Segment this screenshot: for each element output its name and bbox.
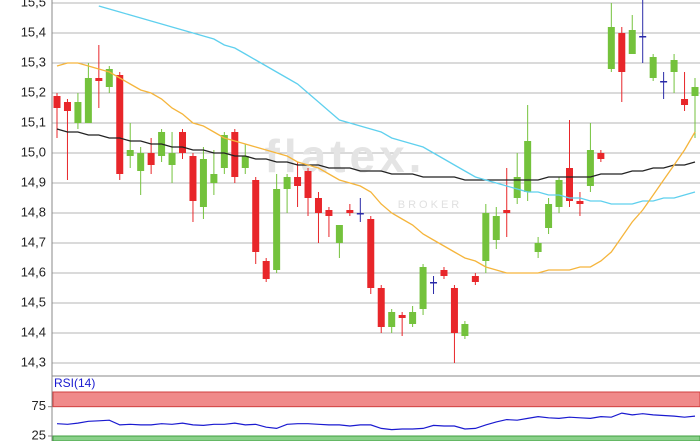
y-tick-label: 15,5 [21, 0, 46, 9]
candle-body [346, 210, 354, 213]
candle-body [545, 204, 553, 228]
candle-body [283, 177, 291, 189]
candle-body [419, 267, 427, 309]
candle-body [231, 132, 239, 177]
y-tick-label: 14,9 [21, 174, 46, 189]
candle-body [74, 102, 82, 123]
candle-body [252, 180, 260, 252]
y-tick-label: 15,2 [21, 84, 46, 99]
candle-body [450, 288, 458, 333]
candle-body [628, 30, 636, 54]
y-tick-label: 14,4 [21, 324, 46, 339]
candle-body [294, 177, 302, 186]
candle-body [84, 78, 92, 123]
candle-body [388, 312, 396, 327]
candle-body [179, 132, 187, 153]
watermark-sub: BROKER [398, 199, 462, 211]
candle-body [262, 261, 270, 279]
moving-average [98, 5, 696, 205]
y-tick-label: 15,0 [21, 144, 46, 159]
y-tick-label: 14,6 [21, 264, 46, 279]
candle-body [335, 225, 343, 243]
y-tick-label: 14,3 [21, 354, 46, 369]
candle-body [147, 153, 155, 165]
candle-body [116, 75, 124, 174]
y-tick-label: 15,1 [21, 114, 46, 129]
candle-body [304, 171, 312, 198]
candle-body [398, 315, 406, 318]
candle-body [503, 210, 511, 213]
candle-body [189, 156, 197, 201]
y-tick-label: 15,3 [21, 54, 46, 69]
candle-body [586, 150, 594, 186]
candle-body [565, 168, 573, 201]
candle-body [618, 33, 626, 72]
candle-body [597, 153, 605, 159]
candle-body [607, 27, 615, 69]
candle-body [440, 270, 448, 276]
y-tick-label: 15,4 [21, 24, 46, 39]
candle-body [241, 156, 249, 168]
candle-body [95, 78, 103, 81]
rsi-label: RSI(14) [54, 376, 95, 390]
rsi-tick-label: 75 [32, 398, 46, 413]
candle-body [649, 57, 657, 78]
rsi-tick-label: 25 [32, 427, 46, 441]
y-tick-label: 14,5 [21, 294, 46, 309]
y-tick-label: 14,8 [21, 204, 46, 219]
candle-body [409, 312, 417, 324]
candle-body [367, 219, 375, 288]
candle-body [314, 198, 322, 213]
candle-body [670, 60, 678, 72]
candle-body [660, 81, 668, 83]
candle-body [220, 135, 228, 168]
candle-body [691, 87, 699, 96]
candle-body [356, 213, 364, 215]
candle-body [53, 96, 61, 108]
candle-body [105, 69, 113, 87]
candle-body [461, 324, 469, 336]
candle-body [576, 201, 584, 204]
candle-body [430, 282, 438, 284]
rsi-line [56, 412, 696, 431]
candle-body [471, 276, 479, 282]
candle-body [168, 153, 176, 165]
candle-body [513, 177, 521, 198]
candle-body [555, 180, 563, 207]
candle-body [210, 174, 218, 183]
moving-average [56, 128, 696, 181]
candle-body [534, 243, 542, 252]
candle-body [325, 210, 333, 216]
candle-body [126, 150, 134, 156]
oversold-band [52, 435, 700, 441]
moving-average [56, 62, 696, 274]
candle-body [199, 159, 207, 207]
candle-body [681, 99, 689, 105]
candle-body [273, 189, 281, 270]
candle-body [524, 141, 532, 192]
candle-body [482, 213, 490, 261]
candle-body [639, 36, 647, 38]
candle-body [137, 153, 145, 171]
candle-body [492, 216, 500, 240]
candle-body [377, 288, 385, 327]
overbought-band [52, 391, 700, 408]
candle-body [63, 102, 71, 111]
y-tick-label: 14,7 [21, 234, 46, 249]
